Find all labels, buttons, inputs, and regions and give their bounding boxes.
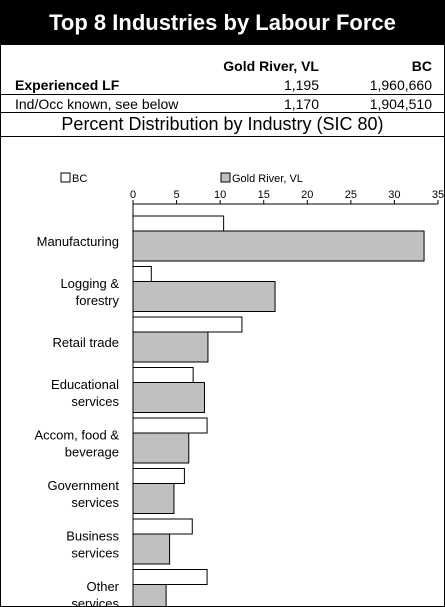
category-label: Business <box>66 529 119 544</box>
bar <box>132 367 194 383</box>
bar <box>132 569 208 585</box>
x-tick-label: 20 <box>301 189 313 201</box>
x-tick-label: 30 <box>388 189 400 201</box>
category-label: beverage <box>65 445 119 460</box>
category-label: Other <box>86 579 119 594</box>
row-label: Ind/Occ known, see below <box>15 96 179 112</box>
category-label: Manufacturing <box>37 234 119 249</box>
bar <box>132 382 205 413</box>
category-label: services <box>71 394 119 409</box>
bar <box>132 230 425 262</box>
bar <box>132 266 152 282</box>
bar <box>132 518 193 535</box>
legend-swatch <box>220 172 231 183</box>
category-label: Accom, food & <box>34 428 119 443</box>
bar <box>132 483 175 514</box>
cell: 1,195 <box>283 77 319 93</box>
bar <box>132 432 190 464</box>
divider <box>1 112 444 113</box>
legend-label: Gold River, VL <box>232 173 303 185</box>
divider <box>1 136 444 137</box>
x-tick-label: 5 <box>174 189 180 201</box>
title-bar: Top 8 Industries by Labour Force <box>1 1 444 45</box>
bar <box>132 533 171 565</box>
bar <box>132 584 167 606</box>
bar <box>132 215 225 232</box>
bar <box>132 316 243 333</box>
category-label: services <box>71 495 119 510</box>
x-tick-label: 25 <box>345 189 357 201</box>
category-label: forestry <box>76 293 120 308</box>
x-tick-label: 0 <box>130 189 136 201</box>
category-label: services <box>71 546 119 561</box>
column-header: Gold River, VL <box>223 58 319 74</box>
bar <box>132 331 209 363</box>
cell: 1,960,660 <box>369 77 432 93</box>
row-divider <box>1 94 444 95</box>
category-label: Educational <box>51 377 119 392</box>
column-header: BC <box>411 58 432 74</box>
chart-title: Percent Distribution by Industry (SIC 80… <box>61 114 384 134</box>
legend-swatch <box>60 172 71 183</box>
x-tick-label: 10 <box>214 189 226 201</box>
row-label: Experienced LF <box>15 77 120 93</box>
cell: 1,170 <box>283 96 319 112</box>
category-label: Government <box>47 478 119 493</box>
bar <box>132 417 208 434</box>
x-tick-label: 15 <box>258 189 270 201</box>
category-label: Logging & <box>60 276 119 291</box>
bar <box>132 281 276 312</box>
legend-label: BC <box>72 173 87 185</box>
cell: 1,904,510 <box>369 96 432 112</box>
bar <box>132 468 185 484</box>
category-label: Retail trade <box>53 335 119 350</box>
category-label: services <box>71 596 119 606</box>
x-tick-label: 35 <box>432 189 444 201</box>
